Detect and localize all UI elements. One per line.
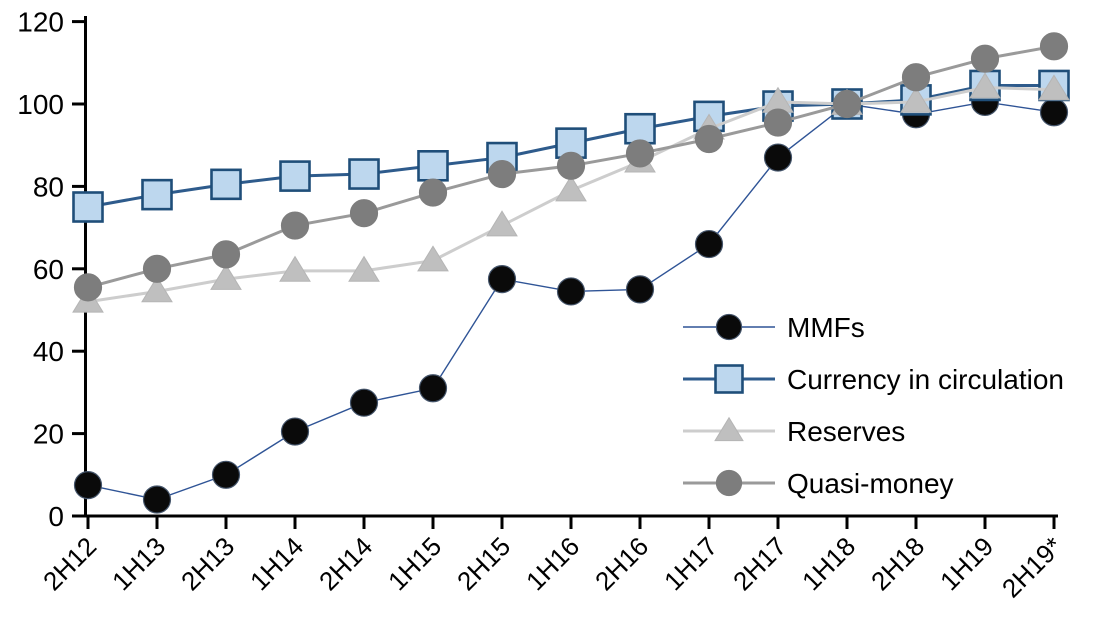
x-tick-label: 1H17	[658, 531, 723, 596]
legend-label: Currency in circulation	[787, 364, 1064, 395]
legend-key-marker	[715, 313, 743, 341]
x-tick-label: 2H12	[37, 531, 102, 596]
marker-reserves	[210, 263, 242, 290]
marker-quasi-money	[142, 254, 172, 283]
marker-quasi-money	[832, 89, 862, 119]
x-tick-label: 1H15	[382, 531, 447, 596]
marker-quasi-money	[694, 124, 724, 154]
marker-quasi-money	[625, 139, 655, 168]
marker-mmfs	[487, 265, 517, 294]
marker-mmfs	[1039, 98, 1069, 127]
marker-reserves	[1038, 74, 1070, 101]
x-tick-label: 2H18	[865, 531, 930, 596]
y-tick-label: 0	[48, 501, 64, 532]
y-tick-label: 20	[33, 419, 64, 450]
y-tick-label: 80	[33, 171, 64, 202]
legend-key-marker	[714, 416, 744, 442]
marker-reserves	[348, 255, 380, 282]
marker-mmfs	[418, 374, 448, 403]
marker-currency-in-circulation	[141, 178, 173, 211]
x-tick-label: 2H16	[589, 531, 654, 596]
marker-quasi-money	[970, 44, 1000, 73]
x-tick-label: 1H16	[520, 531, 585, 596]
marker-quasi-money	[418, 178, 448, 207]
series-quasi-money	[73, 32, 1069, 302]
x-tick-label: 1H19	[934, 531, 999, 596]
marker-currency-in-circulation	[417, 150, 449, 182]
legend-item-currency-in-circulation: Currency in circulation	[683, 364, 1064, 395]
x-tick-label: 1H18	[796, 531, 861, 596]
x-tick-label: 1H13	[106, 531, 171, 596]
x-tick-label: 1H14	[244, 531, 309, 596]
marker-currency-in-circulation	[279, 160, 311, 192]
marker-mmfs	[625, 275, 655, 304]
marker-reserves	[417, 245, 449, 272]
y-tick-label: 40	[33, 336, 64, 367]
x-tick-label: 2H14	[313, 531, 378, 596]
marker-reserves	[969, 72, 1001, 99]
marker-reserves	[900, 86, 932, 113]
marker-quasi-money	[901, 63, 931, 92]
marker-currency-in-circulation	[210, 168, 242, 201]
legend-key-marker	[715, 469, 743, 497]
legend: MMFs Currency in circulation Reserves Quasi…	[683, 312, 1064, 499]
marker-quasi-money	[556, 151, 586, 180]
legend-key-marker	[714, 364, 744, 394]
marker-quasi-money	[211, 240, 241, 269]
marker-reserves	[141, 276, 173, 303]
marker-currency-in-circulation	[348, 158, 380, 190]
marker-mmfs	[349, 388, 379, 417]
marker-reserves	[555, 175, 587, 202]
marker-quasi-money	[73, 273, 103, 302]
marker-quasi-money	[763, 108, 793, 137]
marker-mmfs	[694, 229, 724, 259]
legend-item-reserves: Reserves	[683, 416, 905, 447]
x-tick-label: 2H19*	[996, 531, 1068, 603]
legend-label: Quasi-money	[787, 468, 954, 499]
marker-mmfs	[556, 277, 586, 306]
marker-quasi-money	[280, 211, 310, 240]
legend-label: MMFs	[787, 312, 865, 343]
x-tick-label: 2H15	[451, 531, 516, 596]
marker-reserves	[279, 255, 311, 282]
y-tick-label: 120	[17, 7, 64, 38]
legend-item-quasi-money: Quasi-money	[683, 468, 954, 499]
marker-quasi-money	[487, 159, 517, 189]
marker-mmfs	[763, 143, 793, 172]
marker-mmfs	[211, 460, 241, 489]
y-tick-label: 60	[33, 254, 64, 285]
marker-mmfs	[142, 485, 172, 514]
x-tick-label: 2H13	[175, 531, 240, 596]
marker-quasi-money	[349, 199, 379, 228]
marker-currency-in-circulation	[72, 191, 104, 223]
marker-quasi-money	[1039, 32, 1069, 61]
legend-item-mmfs: MMFs	[683, 312, 865, 343]
y-tick-label: 100	[17, 89, 64, 120]
marker-mmfs	[280, 417, 310, 446]
marker-mmfs	[73, 471, 103, 500]
legend-label: Reserves	[787, 416, 905, 447]
marker-currency-in-circulation	[624, 112, 656, 145]
x-tick-label: 2H17	[727, 531, 792, 596]
marker-reserves	[486, 210, 518, 237]
